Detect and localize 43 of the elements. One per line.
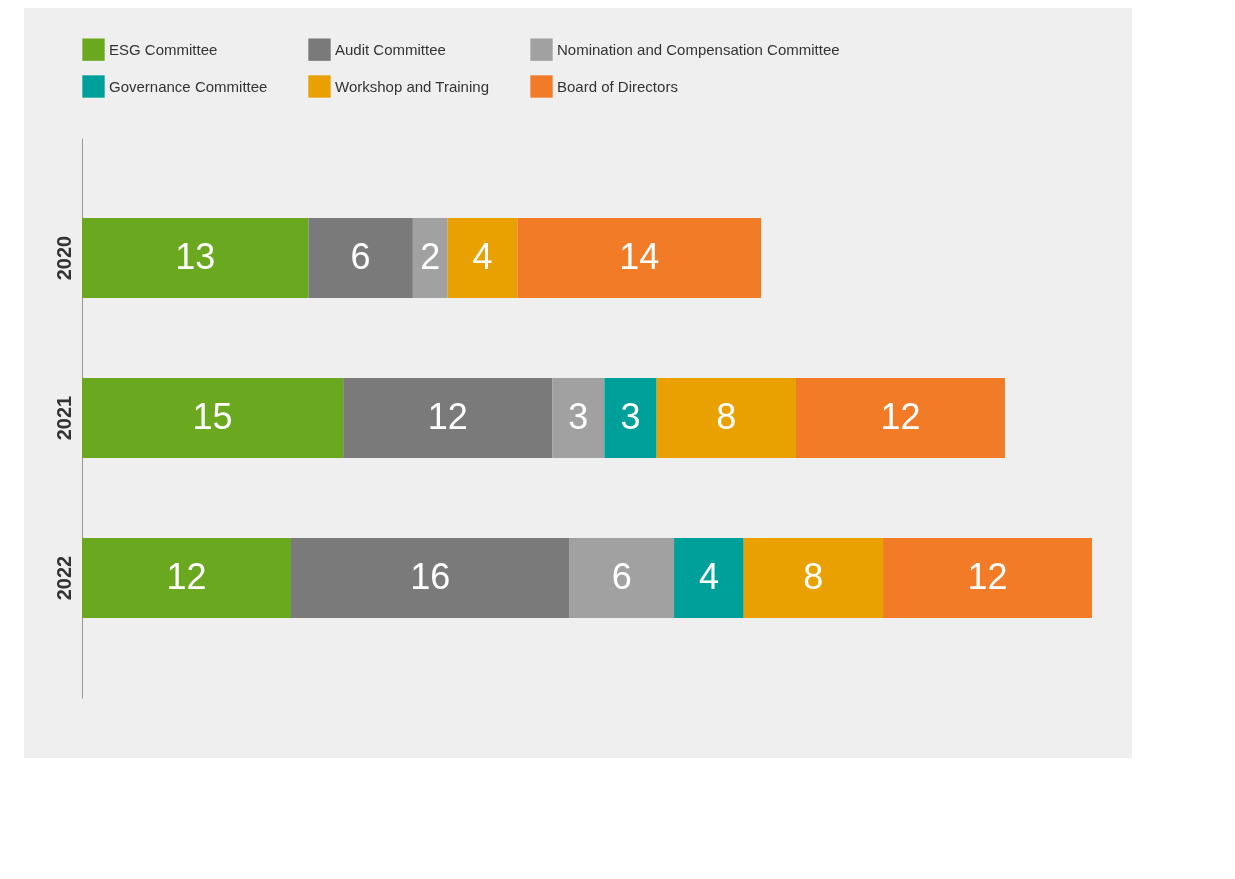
bar <box>517 218 762 298</box>
data-label: 6 <box>611 556 632 597</box>
legend-label: Board of Directors <box>557 77 678 95</box>
bar <box>447 218 518 298</box>
data-label: 8 <box>803 556 824 597</box>
bar <box>795 378 1005 458</box>
legend-label: Nomination and Compensation Committee <box>557 40 840 58</box>
bar <box>883 538 1092 618</box>
y-tick-label: 2020 <box>52 235 75 281</box>
bar <box>569 538 675 618</box>
bar <box>604 378 657 458</box>
bar <box>308 218 413 298</box>
y-tick-label: 2021 <box>52 395 75 441</box>
data-label: 12 <box>427 396 468 437</box>
data-label: 6 <box>350 236 371 277</box>
bar <box>674 538 744 618</box>
bar <box>82 378 344 458</box>
legend-label: Governance Committee <box>109 77 268 95</box>
data-label: 12 <box>967 556 1008 597</box>
y-tick-label: 2022 <box>52 555 75 601</box>
data-label: 8 <box>716 396 737 437</box>
bar <box>656 378 796 458</box>
bar <box>343 378 553 458</box>
bar <box>743 538 884 618</box>
legend-label: ESG Committee <box>109 40 218 58</box>
legend-label: Workshop and Training <box>335 77 489 95</box>
data-label: 14 <box>619 236 660 277</box>
bar <box>82 538 291 618</box>
bar <box>82 218 309 298</box>
data-label: 4 <box>472 236 493 277</box>
data-label: 12 <box>880 396 921 437</box>
bar <box>290 538 570 618</box>
data-label: 15 <box>192 396 233 437</box>
legend-label: Audit Committee <box>335 40 446 58</box>
data-label: 3 <box>620 396 641 437</box>
bar <box>552 378 605 458</box>
data-label: 12 <box>166 556 207 597</box>
bar <box>412 218 448 298</box>
data-label: 13 <box>175 236 216 277</box>
data-label: 2 <box>420 236 441 277</box>
data-label: 3 <box>568 396 589 437</box>
data-label: 16 <box>410 556 451 597</box>
data-label: 4 <box>698 556 719 597</box>
